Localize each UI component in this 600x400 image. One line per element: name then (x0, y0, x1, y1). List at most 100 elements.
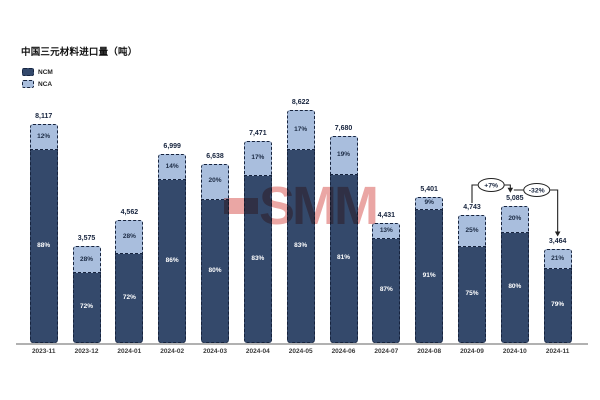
bar-2024-03-ncm-segment: 80% (201, 199, 230, 343)
total-label-2024-01: 4,562 (120, 208, 139, 216)
total-label-2024-05: 8,622 (291, 99, 310, 107)
bar-2024-02: 6,999 14% 86% (158, 143, 187, 343)
bar-2024-08: 5,401 9% 91% (415, 186, 444, 343)
legend-label-nca: NCA (38, 80, 53, 88)
chart-title: 中国三元材料进口量（吨） (21, 47, 138, 58)
bar-2024-10-nca-segment: 20% (500, 205, 529, 234)
bar-2024-01-nca-segment: 28% (115, 219, 144, 255)
bar-2024-09: 4,743 25% 75% (458, 204, 486, 343)
ncm-pct-label: 80% (508, 283, 522, 291)
ncm-pct-label: 91% (422, 271, 436, 279)
annotation-arrow-1 (471, 184, 511, 203)
bar-2024-02-ncm-segment: 86% (158, 180, 187, 343)
x-axis-label-2024-06: 2024-06 (331, 348, 356, 355)
bar-2024-03-nca-segment: 20% (201, 163, 230, 200)
bar-2024-09-nca-segment: 25% (458, 214, 486, 247)
x-axis-label-2024-07: 2024-07 (374, 348, 399, 355)
legend: NCM NCA (22, 66, 53, 90)
bar-2024-02-nca-segment: 14% (158, 154, 187, 181)
bar-2024-04-nca-segment: 17% (243, 141, 272, 176)
bar-2024-11-nca-segment: 21% (543, 249, 572, 270)
x-axis-label-2024-01: 2024-01 (117, 348, 142, 355)
nca-pct-label: 28% (80, 255, 94, 263)
x-axis-line (16, 343, 588, 345)
ncm-pct-label: 86% (165, 256, 179, 264)
bar-2024-03: 6,638 20% 80% (201, 153, 230, 343)
nca-pct-label: 12% (37, 132, 51, 140)
ncm-swatch-icon (22, 68, 34, 76)
ncm-pct-label: 81% (336, 254, 350, 262)
nca-pct-label: 20% (508, 215, 522, 223)
ncm-pct-label: 83% (251, 254, 265, 262)
total-label-2024-09: 4,743 (463, 203, 481, 211)
bar-2024-05-nca-segment: 17% (286, 110, 315, 150)
ncm-pct-label: 79% (551, 301, 565, 309)
nca-pct-label: 17% (294, 125, 308, 133)
total-label-2024-10: 5,085 (506, 194, 524, 202)
total-label-2023-11: 8,117 (35, 112, 53, 120)
x-axis-label-2024-02: 2024-02 (160, 348, 185, 355)
bar-2024-07: 4,431 13% 87% (372, 212, 401, 343)
total-label-2024-07: 4,431 (377, 212, 396, 220)
bar-2024-07-ncm-segment: 87% (372, 238, 401, 343)
total-label-2024-08: 5,401 (420, 186, 438, 194)
bar-2024-05-ncm-segment: 83% (286, 149, 315, 343)
total-label-2024-04: 7,471 (249, 130, 267, 138)
legend-label-ncm: NCM (38, 68, 53, 76)
nca-pct-label: 14% (165, 162, 179, 170)
bar-2024-01-ncm-segment: 72% (115, 254, 144, 343)
x-axis-label-2024-09: 2024-09 (460, 348, 484, 355)
x-axis-label-2023-11: 2023-11 (31, 348, 56, 355)
total-label-2024-03: 6,638 (206, 152, 224, 160)
bar-2023-12: 3,575 28% 72% (72, 235, 101, 343)
bar-2024-05: 8,622 17% 83% (286, 99, 315, 343)
annotation-label-2: -32% (529, 187, 545, 194)
bar-2024-10-ncm-segment: 80% (500, 233, 529, 343)
annotation-oval-2 (523, 183, 551, 197)
total-label-2023-12: 3,575 (77, 235, 96, 243)
nca-pct-label: 9% (424, 199, 434, 207)
bar-2024-07-nca-segment: 13% (372, 223, 401, 239)
total-label-2024-11: 3,464 (548, 238, 567, 246)
legend-item-ncm: NCM (22, 66, 53, 78)
bar-2023-12-ncm-segment: 72% (72, 273, 101, 343)
bar-2024-04: 7,471 17% 83% (243, 130, 272, 343)
watermark-text: SMM (259, 176, 379, 236)
bar-2024-10: 5,085 20% 80% (500, 195, 529, 343)
x-axis-label-2024-11: 2024-11 (545, 348, 570, 355)
annotation-oval-1 (477, 178, 505, 192)
bar-2024-09-ncm-segment: 75% (458, 246, 486, 343)
nca-pct-label: 20% (208, 177, 222, 185)
legend-item-nca: NCA (22, 78, 53, 90)
bar-2023-11-nca-segment: 12% (29, 123, 58, 151)
bar-2024-11: 3,464 21% 79% (543, 238, 572, 343)
bar-2023-11-ncm-segment: 88% (29, 150, 58, 343)
ncm-pct-label: 80% (208, 266, 222, 274)
bar-2024-04-ncm-segment: 83% (243, 175, 272, 343)
x-axis-label-2024-10: 2024-10 (502, 348, 527, 355)
nca-pct-label: 25% (465, 226, 479, 234)
ncm-pct-label: 75% (465, 290, 479, 298)
bar-2024-08-nca-segment: 9% (415, 197, 444, 211)
ncm-pct-label: 88% (37, 241, 51, 249)
bar-2024-06-nca-segment: 19% (329, 135, 358, 176)
nca-pct-label: 19% (336, 151, 350, 159)
x-axis-label-2024-05: 2024-05 (288, 348, 313, 355)
ncm-pct-label: 72% (122, 293, 136, 301)
bar-2023-11: 8,117 12% 88% (29, 113, 58, 343)
bar-2024-06-ncm-segment: 81% (329, 175, 358, 343)
nca-pct-label: 17% (251, 154, 265, 162)
ncm-pct-label: 87% (379, 286, 393, 294)
arrowhead-icon (507, 187, 514, 193)
total-label-2024-02: 6,999 (163, 143, 181, 151)
bar-2023-12-nca-segment: 28% (72, 246, 101, 274)
x-axis-label-2024-08: 2024-08 (417, 348, 442, 355)
total-label-2024-06: 7,680 (334, 124, 353, 132)
nca-pct-label: 28% (122, 232, 136, 240)
ncm-pct-label: 83% (294, 241, 308, 249)
nca-swatch-icon (22, 80, 34, 88)
arrowhead-icon (554, 231, 561, 237)
nca-pct-label: 13% (379, 226, 393, 234)
x-axis-label-2024-04: 2024-04 (245, 348, 270, 355)
